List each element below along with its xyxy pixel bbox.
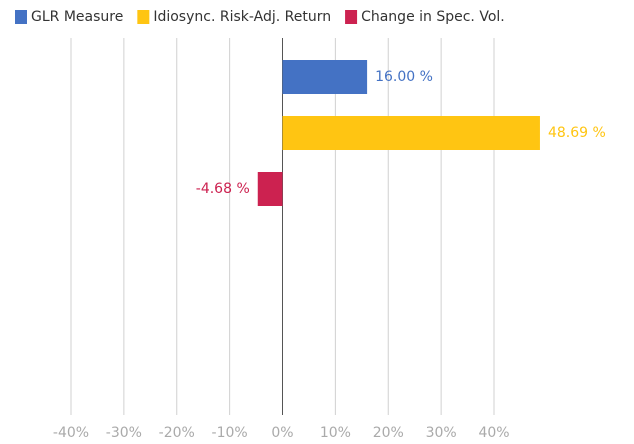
- legend-swatch: [345, 10, 358, 24]
- x-tick-label: -10%: [212, 425, 248, 441]
- legend-swatch: [137, 10, 150, 24]
- x-tick-label: 30%: [426, 425, 457, 441]
- legend-label: Idiosync. Risk-Adj. Return: [153, 9, 331, 25]
- legend-swatch: [15, 10, 27, 24]
- legend-label: GLR Measure: [31, 9, 123, 25]
- x-tick-label: -30%: [106, 425, 142, 441]
- value-label: 16.00 %: [375, 69, 433, 85]
- bar: [257, 172, 283, 206]
- bar: [282, 116, 540, 150]
- x-tick-label: 40%: [478, 425, 509, 441]
- x-tick-label: 0%: [271, 425, 293, 441]
- x-tick-label: 10%: [320, 425, 351, 441]
- legend-label: Change in Spec. Vol.: [361, 9, 505, 25]
- bar: [282, 60, 368, 94]
- x-tick-label: -40%: [53, 425, 89, 441]
- value-label: -4.68 %: [196, 181, 250, 197]
- value-label: 48.69 %: [548, 125, 606, 141]
- x-tick-label: 20%: [373, 425, 404, 441]
- x-tick-label: -20%: [159, 425, 195, 441]
